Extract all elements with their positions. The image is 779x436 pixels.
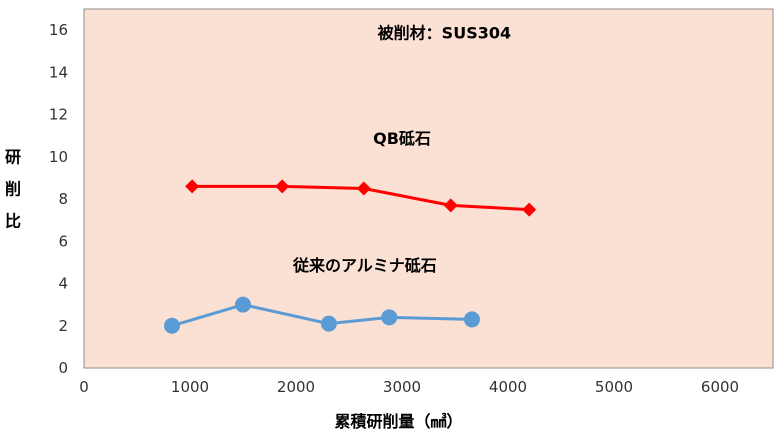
alumina-data-point: [320, 315, 337, 332]
alumina-data-point: [163, 317, 180, 334]
x-tick-label: 2000: [277, 378, 315, 396]
series-layer: [163, 179, 537, 334]
y-tick-label: 0: [58, 359, 68, 377]
y-tick-label: 16: [49, 21, 68, 39]
y-tick-label: 4: [58, 275, 68, 293]
y-tick-label: 2: [58, 317, 68, 335]
qb-data-point: [522, 202, 537, 217]
y-tick-label: 6: [58, 232, 68, 250]
plot-area: [83, 8, 774, 369]
y-axis-title: 研削比: [5, 148, 21, 231]
y-tick-label: 12: [49, 106, 68, 124]
x-axis: 0 1000 2000 3000 4000 5000 6000: [79, 378, 739, 396]
x-tick-label: 3000: [383, 378, 421, 396]
alumina-data-point: [463, 311, 480, 328]
y-tick-label: 10: [49, 148, 68, 166]
alumina-annotation: 従来のアルミナ砥石: [292, 256, 437, 275]
x-tick-label: 1000: [171, 378, 209, 396]
x-tick-label: 5000: [595, 378, 633, 396]
y-axis: 0 2 4 6 8 10 12 14 16: [49, 21, 68, 377]
qb-data-point: [356, 181, 371, 196]
x-axis-title: 累積研削量（㎣）: [334, 412, 462, 431]
alumina-data-point: [235, 296, 251, 313]
qb-data-point: [185, 179, 200, 194]
material-annotation: 被削材：SUS304: [378, 24, 511, 43]
alumina-data-point: [381, 309, 398, 326]
x-tick-label: 4000: [489, 378, 527, 396]
qb-data-point: [275, 179, 290, 194]
x-tick-label: 6000: [701, 378, 739, 396]
y-tick-label: 14: [49, 63, 68, 81]
y-tick-label: 8: [58, 190, 68, 208]
qb-data-point: [443, 198, 458, 213]
qb-annotation: QB砥石: [373, 129, 431, 148]
x-tick-label: 0: [79, 378, 89, 396]
